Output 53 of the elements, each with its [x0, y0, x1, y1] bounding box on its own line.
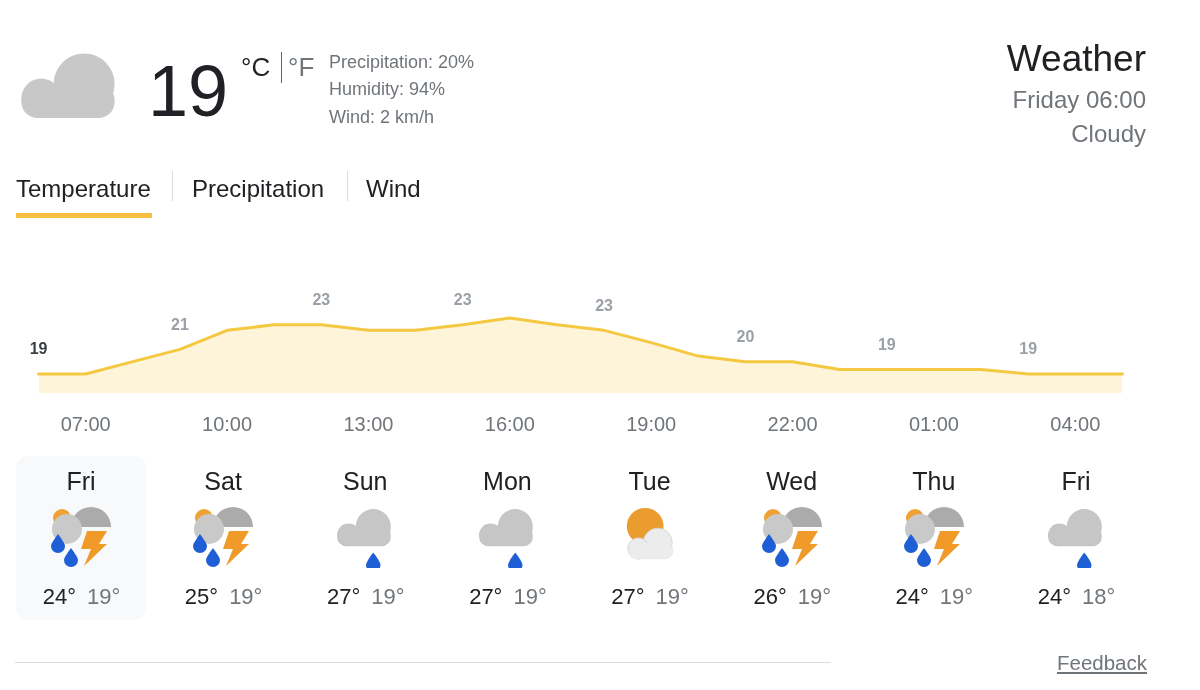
x-tick-label: 07:00 — [60, 412, 111, 435]
text: Cloudy — [1071, 120, 1146, 148]
text: Wind: 2 km/h — [329, 106, 435, 127]
x-tick-label: 04:00 — [1050, 412, 1101, 435]
data-label: 23 — [595, 296, 614, 314]
annotation: Thu — [912, 466, 956, 495]
chart-title: Weather — [1006, 38, 1146, 80]
annotation: 19° — [87, 584, 121, 610]
x-tick-label: 13:00 — [343, 412, 394, 435]
annotation: Wed — [766, 466, 818, 495]
x-tick-label: 01:00 — [908, 412, 959, 435]
text: °C — [241, 51, 271, 82]
annotation: 26° — [753, 584, 787, 610]
text: Wind — [366, 174, 421, 202]
x-tick-label: 22:00 — [767, 412, 818, 435]
text: Precipitation: 20% — [329, 52, 475, 73]
annotation: 19° — [229, 584, 263, 610]
annotation: 27° — [469, 584, 503, 610]
annotation: 24° — [895, 584, 929, 610]
annotation: 19° — [655, 584, 689, 610]
text: Temperature — [16, 174, 151, 202]
data-label: 19 — [29, 340, 48, 358]
x-tick-label: 16:00 — [484, 412, 535, 435]
annotation: 18° — [1081, 584, 1116, 610]
text: Humidity: 94% — [329, 79, 446, 100]
annotation: 19° — [371, 584, 405, 610]
annotation: Sat — [204, 466, 242, 495]
text: 19 — [148, 51, 229, 132]
annotation: Mon — [483, 466, 532, 495]
annotation: Sun — [343, 466, 388, 495]
annotation: 27° — [611, 584, 645, 610]
data-label: 19 — [1019, 340, 1038, 358]
annotation: Tue — [628, 466, 671, 495]
annotation: 19° — [513, 584, 547, 610]
annotation: 24° — [1037, 584, 1071, 610]
annotation: 24° — [42, 584, 76, 610]
text: Precipitation — [192, 174, 325, 202]
text: Feedback — [1056, 650, 1147, 674]
text: °F — [288, 51, 315, 82]
data-label: 19 — [877, 335, 896, 353]
chart-subtitle: Friday 06:00 — [1012, 85, 1146, 113]
x-tick-label: 10:00 — [202, 412, 253, 435]
annotation: Fri — [1061, 466, 1091, 495]
data-label: 20 — [736, 328, 755, 346]
annotation: Fri — [66, 466, 96, 495]
annotation: 27° — [327, 584, 361, 610]
annotation: 19° — [797, 584, 831, 610]
x-tick-label: 19:00 — [626, 412, 677, 435]
annotation: 19° — [939, 584, 974, 610]
data-label: 23 — [453, 291, 472, 309]
annotation: 25° — [184, 584, 219, 610]
data-label: 21 — [171, 315, 189, 333]
data-label: 23 — [312, 291, 331, 309]
